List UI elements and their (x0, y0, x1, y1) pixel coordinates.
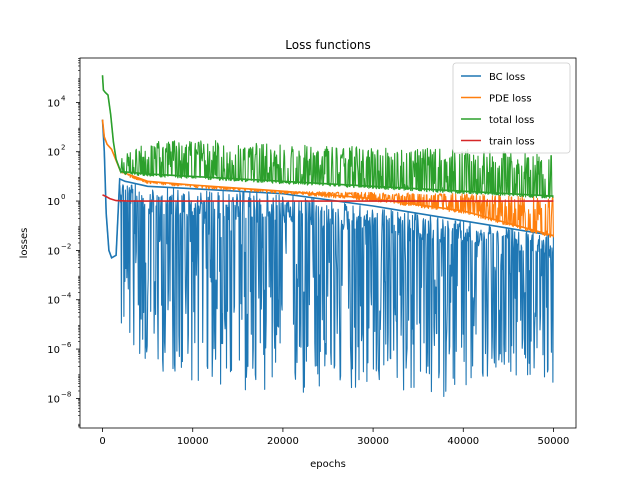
y-tick-label: 10 (47, 296, 60, 307)
legend-label: BC loss (489, 72, 525, 83)
series-train-loss (102, 194, 554, 202)
series-bc-loss (101, 119, 554, 398)
y-tick-exponent: −8 (61, 390, 71, 398)
y-tick-exponent: 0 (61, 193, 65, 201)
series-line (101, 119, 554, 398)
y-tick-label: 10 (47, 148, 60, 159)
y-tick-label: 10 (47, 345, 60, 356)
series-trend (101, 75, 554, 197)
y-tick-label: 10 (47, 246, 60, 257)
legend-label: PDE loss (489, 94, 532, 105)
legend-label: total loss (489, 115, 534, 126)
y-tick-label: 10 (47, 197, 60, 208)
x-tick-label: 0 (99, 436, 105, 447)
y-tick-exponent: −4 (61, 292, 72, 300)
series-trend (101, 119, 554, 259)
series-line (101, 75, 554, 199)
legend-box (452, 62, 571, 154)
y-tick-exponent: −2 (61, 242, 71, 250)
y-tick-exponent: 4 (61, 94, 66, 102)
chart-title: Loss functions (285, 38, 370, 52)
y-tick-label: 10 (47, 98, 60, 109)
plot-area (101, 75, 554, 398)
y-tick-label: 10 (47, 394, 60, 405)
x-tick-label: 30000 (357, 436, 389, 447)
x-axis: 0 10000 20000 30000 40000 50000 (99, 428, 569, 447)
y-tick-exponent: −6 (61, 341, 72, 349)
x-tick-label: 40000 (447, 436, 479, 447)
series-trend (101, 119, 554, 237)
legend-label: train loss (489, 137, 535, 148)
series-total-loss (101, 75, 554, 199)
x-tick-label: 20000 (267, 436, 299, 447)
x-axis-label: epochs (310, 459, 346, 470)
x-tick-label: 10000 (177, 436, 209, 447)
x-tick-label: 50000 (538, 436, 570, 447)
y-axis-label: losses (19, 228, 30, 259)
series-line (102, 194, 554, 202)
y-tick-exponent: 2 (61, 144, 65, 152)
series-pde-loss (101, 119, 554, 238)
legend: BC loss PDE loss total loss train loss (452, 62, 571, 154)
